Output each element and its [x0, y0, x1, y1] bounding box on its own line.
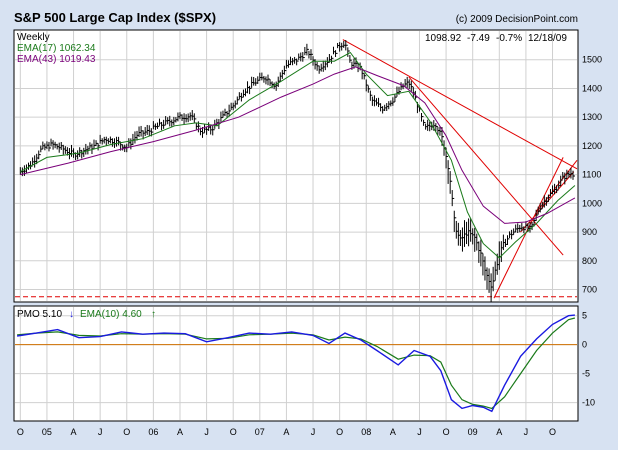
- x-tick-label: A: [496, 427, 502, 437]
- x-tick-label: J: [98, 427, 103, 437]
- pmo-y-tick-label: -10: [582, 398, 595, 408]
- x-tick-label: J: [417, 427, 422, 437]
- pmo-legend-label: PMO 5.10: [17, 309, 62, 320]
- quote-readout: 1098.92 -7.49 -0.7% 12/18/09: [425, 33, 567, 44]
- x-tick-label: A: [390, 427, 396, 437]
- pmo-y-tick-label: -5: [582, 369, 590, 379]
- price-y-tick-label: 700: [582, 285, 597, 295]
- quote-change: -7.49: [467, 33, 490, 44]
- x-tick-label: 08: [361, 427, 371, 437]
- trendline: [408, 76, 564, 256]
- price-bars: [19, 40, 575, 303]
- chart-title: S&P 500 Large Cap Index ($SPX): [14, 10, 216, 25]
- quote-last: 1098.92: [425, 33, 462, 44]
- pmo-panel: [13, 305, 579, 422]
- quote-pct: -0.7%: [496, 33, 522, 44]
- x-tick-label: J: [524, 427, 529, 437]
- ema-17-legend: EMA(17) 1062.34: [17, 43, 96, 54]
- price-y-tick-label: 900: [582, 227, 597, 237]
- x-axis-labels: O 05 A J O 06 A J O 07 A J O 08 A J O 09 A J O: [17, 427, 556, 437]
- pmo-y-tick-label: 0: [582, 340, 587, 350]
- price-y-tick-label: 1000: [582, 198, 602, 208]
- ema-17-line: [20, 51, 576, 259]
- pmo-down-arrow-icon: ↓: [69, 309, 74, 320]
- x-tick-label: O: [336, 427, 343, 437]
- trendline: [342, 39, 578, 170]
- ema-43-legend: EMA(43) 1019.43: [17, 54, 96, 65]
- x-tick-label: J: [311, 427, 316, 437]
- x-tick-label: 09: [468, 427, 478, 437]
- pmo-legend: PMO 5.10 ↓ EMA(10) 4.60 ↑: [17, 309, 156, 320]
- period-label: Weekly: [17, 32, 50, 43]
- copyright-text: (c) 2009 DecisionPoint.com: [456, 14, 578, 25]
- x-tick-label: O: [549, 427, 556, 437]
- x-tick-label: 06: [148, 427, 158, 437]
- pmo-up-arrow-icon: ↑: [151, 309, 156, 320]
- price-y-axis: 700 800 900 1000 1100 1200 1300 1400 1500: [582, 55, 602, 295]
- x-tick-label: A: [71, 427, 77, 437]
- pmo-line: [16, 314, 575, 413]
- x-tick-label: 05: [42, 427, 52, 437]
- x-tick-label: O: [123, 427, 130, 437]
- price-y-tick-label: 1100: [582, 170, 601, 180]
- x-tick-label: O: [17, 427, 24, 437]
- x-tick-label: A: [283, 427, 289, 437]
- pmo-y-tick-label: 5: [582, 311, 587, 321]
- pmo-ema-10-line: [17, 317, 576, 410]
- price-y-tick-label: 1200: [582, 141, 602, 151]
- x-tick-label: 07: [255, 427, 265, 437]
- pmo-y-axis: -10 -5 0 5: [582, 311, 595, 408]
- x-tick-label: A: [177, 427, 183, 437]
- x-tick-label: O: [443, 427, 450, 437]
- pmo-ema-legend-label: EMA(10) 4.60: [80, 309, 142, 320]
- ema-43-line: [20, 66, 576, 224]
- price-y-tick-label: 800: [582, 256, 597, 266]
- price-y-tick-label: 1500: [582, 55, 602, 65]
- x-tick-label: J: [204, 427, 209, 437]
- x-tick-label: O: [230, 427, 237, 437]
- trendlines: [342, 39, 578, 299]
- price-panel: [13, 29, 579, 303]
- price-y-tick-label: 1300: [582, 112, 602, 122]
- price-y-tick-label: 1400: [582, 83, 602, 93]
- quote-date: 12/18/09: [528, 33, 567, 44]
- trendline: [493, 157, 564, 299]
